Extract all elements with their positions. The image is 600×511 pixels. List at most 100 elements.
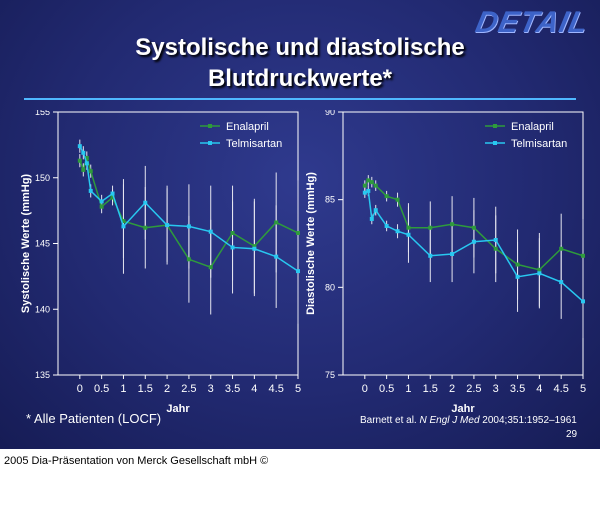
- data-point-telmisartan: [406, 232, 411, 237]
- data-point-enalapril: [537, 267, 542, 272]
- x-tick-label: 5: [580, 383, 586, 395]
- y-tick-label: 85: [325, 195, 335, 205]
- data-point-telmisartan: [77, 144, 82, 149]
- data-point-telmisartan: [252, 246, 257, 251]
- systolic-chart: 135 140 145 150 155 0 0.5 1 1.5 2 2.5 3 3.5 4 4.5 5 Jahr…: [20, 110, 301, 415]
- copyright-notice: 2005 Dia-Präsentation von Merck Gesellsc…: [4, 455, 269, 467]
- data-point-enalapril: [88, 169, 93, 174]
- data-point-telmisartan: [121, 224, 126, 229]
- data-point-telmisartan: [84, 161, 89, 166]
- legend-marker-enalapril: [493, 124, 497, 128]
- data-point-telmisartan: [110, 191, 115, 196]
- data-point-enalapril: [384, 194, 389, 199]
- data-point-telmisartan: [537, 271, 542, 276]
- x-tick-label: 4: [536, 383, 542, 395]
- data-point-enalapril: [559, 246, 564, 251]
- data-point-telmisartan: [274, 254, 279, 259]
- data-point-telmisartan: [373, 208, 378, 213]
- y-tick-label: 90: [325, 110, 335, 117]
- x-tick-label: 1.5: [138, 383, 153, 395]
- y-axis-label: Systolische Werte (mmHg): [20, 174, 32, 314]
- data-point-enalapril: [369, 180, 374, 185]
- legend-label-enalapril: Enalapril: [511, 121, 554, 133]
- data-point-enalapril: [406, 225, 411, 230]
- y-tick-label: 145: [35, 239, 50, 249]
- data-point-enalapril: [428, 225, 433, 230]
- data-point-enalapril: [186, 257, 191, 262]
- x-tick-label: 2: [449, 383, 455, 395]
- data-point-enalapril: [493, 246, 498, 251]
- data-point-telmisartan: [296, 269, 300, 274]
- x-tick-label: 2.5: [181, 383, 196, 395]
- data-point-enalapril: [366, 178, 371, 183]
- x-tick-label: 2.5: [466, 383, 481, 395]
- x-tick-label: 3.5: [225, 383, 240, 395]
- x-tick-label: 4.5: [554, 383, 569, 395]
- x-tick-label: 0: [77, 383, 83, 395]
- data-point-enalapril: [296, 230, 300, 235]
- data-point-telmisartan: [143, 200, 148, 205]
- legend-marker-telmisartan: [493, 141, 497, 145]
- x-tick-label: 1.5: [423, 383, 438, 395]
- legend-label-telmisartan: Telmisartan: [511, 138, 567, 150]
- data-point-enalapril: [373, 183, 378, 188]
- data-point-telmisartan: [515, 274, 520, 279]
- x-tick-label: 3.5: [510, 383, 525, 395]
- citation-authors: Barnett et al.: [360, 415, 420, 426]
- legend-label-enalapril: Enalapril: [226, 121, 269, 133]
- data-point-telmisartan: [395, 229, 400, 234]
- data-point-enalapril: [515, 262, 520, 267]
- data-point-enalapril: [84, 156, 89, 161]
- citation-ref: 2004;351:1952–1961: [479, 415, 577, 426]
- y-axis-label: Diastolische Werte (mmHg): [305, 172, 317, 315]
- data-point-telmisartan: [88, 188, 93, 193]
- slide-title: Systolische und diastolische Blutdruckwe…: [60, 32, 540, 94]
- y-tick-label: 150: [35, 173, 50, 183]
- y-tick-label: 140: [35, 304, 50, 314]
- data-point-telmisartan: [493, 237, 498, 242]
- legend-marker-telmisartan: [208, 141, 212, 145]
- data-point-telmisartan: [165, 223, 170, 228]
- data-point-telmisartan: [384, 223, 389, 228]
- x-tick-label: 5: [295, 383, 301, 395]
- x-tick-label: 4: [251, 383, 257, 395]
- x-tick-label: 0.5: [94, 383, 109, 395]
- y-tick-label: 75: [325, 370, 335, 380]
- data-point-enalapril: [362, 183, 367, 188]
- x-tick-label: 0.5: [379, 383, 394, 395]
- x-tick-label: 0: [362, 383, 368, 395]
- data-point-telmisartan: [450, 252, 455, 257]
- page-number: 29: [566, 429, 578, 440]
- legend-marker-enalapril: [208, 124, 212, 128]
- data-point-enalapril: [230, 230, 235, 235]
- x-tick-label: 4.5: [269, 383, 284, 395]
- data-point-enalapril: [274, 220, 279, 225]
- x-axis-label: Jahr: [166, 403, 190, 415]
- data-point-enalapril: [81, 167, 86, 172]
- data-point-telmisartan: [559, 280, 564, 285]
- data-point-telmisartan: [581, 299, 585, 304]
- y-tick-label: 155: [35, 110, 50, 117]
- x-axis-label: Jahr: [451, 403, 475, 415]
- data-point-telmisartan: [81, 150, 86, 155]
- data-point-telmisartan: [186, 224, 191, 229]
- plot-frame: [342, 111, 584, 376]
- data-point-telmisartan: [208, 229, 213, 234]
- data-point-enalapril: [77, 158, 82, 163]
- x-tick-label: 1: [120, 383, 126, 395]
- legend-label-telmisartan: Telmisartan: [226, 138, 282, 150]
- slide: DETAIL Systolische und diastolische Blut…: [0, 0, 600, 449]
- data-point-enalapril: [450, 222, 455, 227]
- x-tick-label: 3: [208, 383, 214, 395]
- slide-title-line-2: Blutdruckwerte*: [207, 65, 393, 92]
- data-point-enalapril: [395, 197, 400, 202]
- x-tick-label: 2: [164, 383, 170, 395]
- data-point-telmisartan: [428, 253, 433, 258]
- data-point-telmisartan: [362, 190, 367, 195]
- data-point-enalapril: [110, 195, 115, 200]
- x-tick-label: 1: [405, 383, 411, 395]
- data-point-enalapril: [581, 253, 585, 258]
- data-point-telmisartan: [230, 245, 235, 250]
- diastolic-chart: 75 80 85 90 0 0.5 1 1.5 2 2.5 3 3.5 4 4.5 5 Jahr Diastol…: [305, 110, 586, 415]
- title-divider: [24, 98, 576, 100]
